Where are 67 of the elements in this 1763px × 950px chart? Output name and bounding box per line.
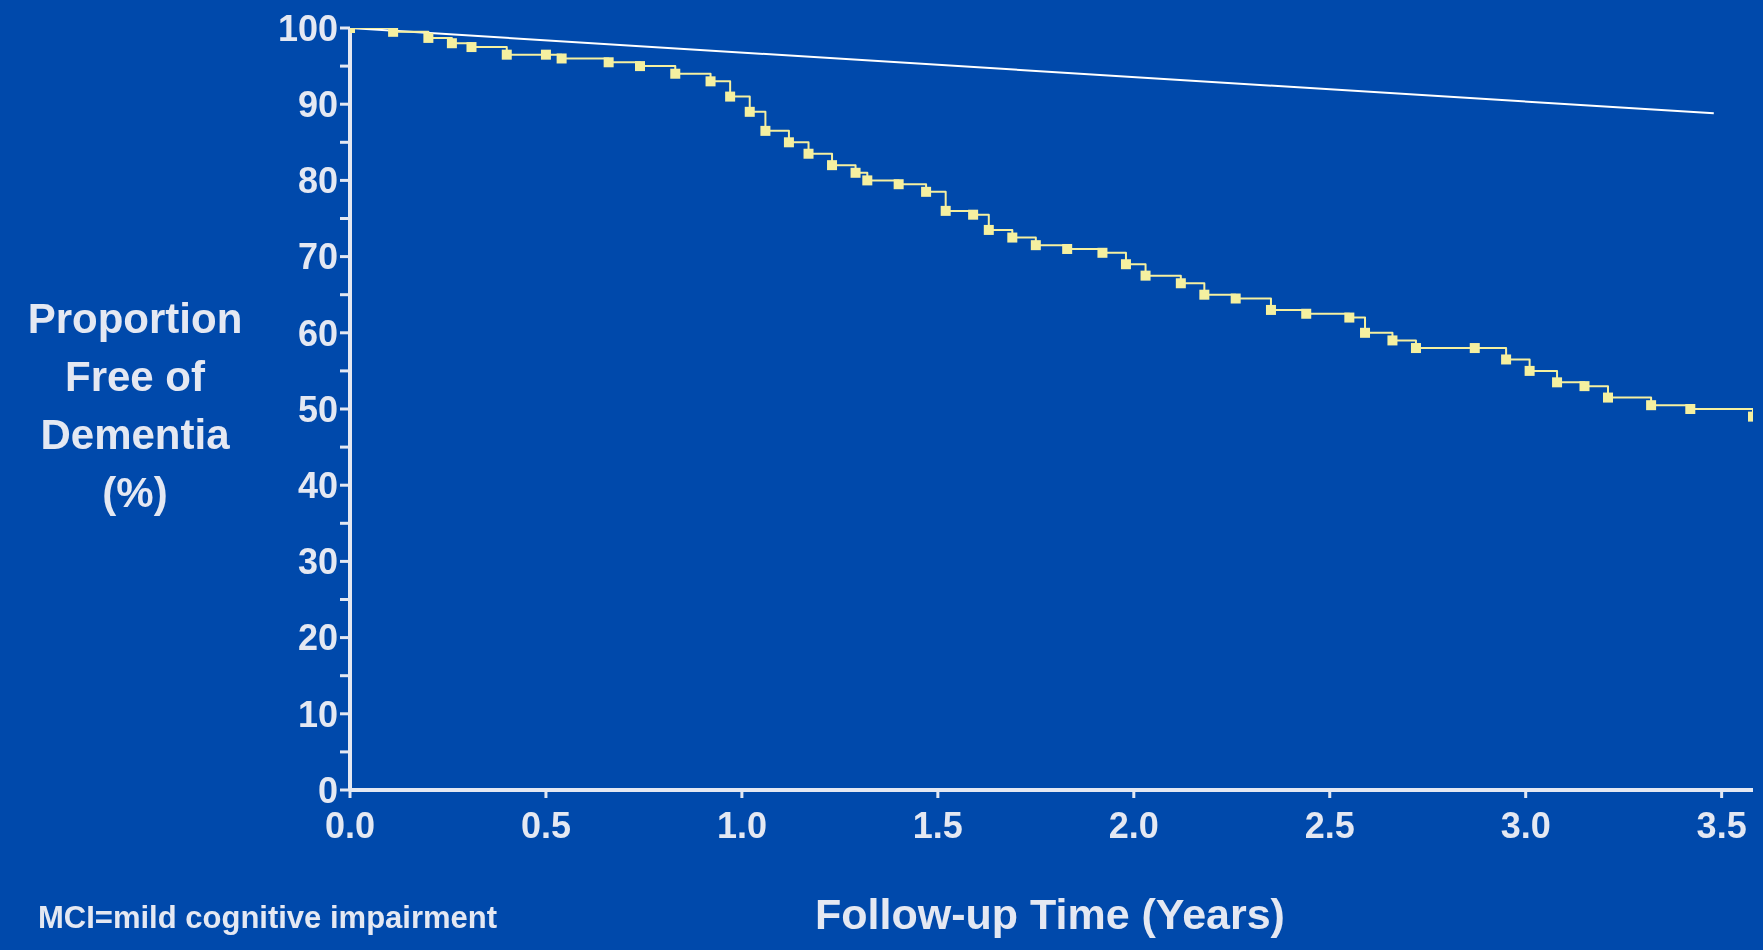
point (760, 125, 771, 136)
point (921, 186, 932, 197)
point (1265, 304, 1276, 315)
point (803, 148, 814, 159)
y-tick-label: 90 (297, 83, 338, 125)
x-tick-label: 2.0 (1108, 804, 1159, 846)
point (827, 160, 838, 171)
point (850, 167, 861, 178)
point (540, 49, 551, 60)
point (983, 224, 994, 235)
y-tick-label: 80 (297, 160, 338, 202)
point (1685, 404, 1696, 414)
y-axis-title: Proportion Free of Dementia (%) (26, 294, 244, 518)
x-tick-label: 3.0 (1500, 804, 1551, 846)
point (1199, 289, 1210, 300)
x-tick-label: 0.5 (520, 804, 571, 846)
point (388, 28, 399, 37)
point (446, 38, 457, 49)
point (968, 209, 979, 220)
point (501, 49, 512, 60)
point (1603, 392, 1613, 403)
point (670, 68, 681, 79)
point (1344, 312, 1355, 323)
text: MCI=mild cognitive impairment (38, 900, 498, 936)
point (1387, 335, 1398, 346)
point (783, 137, 794, 148)
point (556, 53, 567, 64)
point (1120, 259, 1131, 270)
point (1140, 270, 1151, 281)
y-tick-label: 20 (297, 617, 338, 659)
point (1410, 343, 1421, 354)
point (1230, 293, 1241, 304)
y-tick-label: 70 (297, 236, 338, 278)
point (1469, 343, 1480, 354)
y-tick-label: 60 (297, 312, 338, 354)
point (705, 76, 716, 87)
point (1062, 243, 1073, 254)
x-tick-label: 3.5 (1696, 804, 1747, 846)
point (1501, 354, 1512, 365)
x-axis-title: Follow-up Time (Years) (814, 890, 1286, 939)
y-tick-label: 40 (297, 464, 338, 506)
point (603, 57, 614, 68)
x-tick-label: 2.5 (1304, 804, 1355, 846)
x-tick-label: 1.0 (716, 804, 767, 846)
point (1524, 365, 1535, 376)
y-tick-label: 50 (297, 388, 338, 430)
point (940, 205, 951, 216)
point (893, 179, 904, 190)
point (862, 175, 873, 186)
point (466, 42, 477, 53)
point (1007, 232, 1018, 243)
point (423, 32, 434, 43)
point (1097, 247, 1108, 258)
point (1301, 308, 1312, 319)
point (1030, 240, 1041, 251)
point (725, 91, 736, 102)
point (1175, 278, 1186, 289)
point (635, 61, 646, 72)
point (744, 106, 755, 117)
x-tick-label: 1.5 (912, 804, 963, 846)
y-tick-label: 10 (297, 693, 338, 735)
point (1646, 400, 1657, 411)
y-tick-label: 100 (277, 7, 338, 49)
point (1552, 377, 1563, 388)
point (1579, 381, 1590, 392)
point (1360, 327, 1371, 338)
y-tick-label: 30 (297, 541, 338, 583)
